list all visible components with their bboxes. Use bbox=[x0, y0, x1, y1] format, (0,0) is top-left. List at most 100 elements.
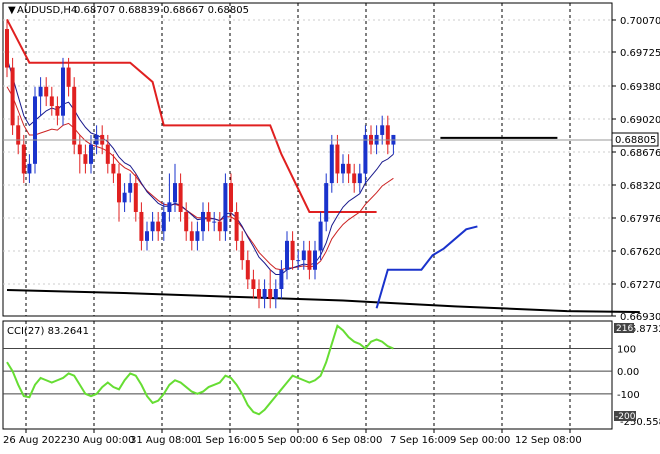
candle-body bbox=[173, 183, 177, 203]
candle-body bbox=[178, 183, 183, 212]
cci-bottom-edge-label: -200 bbox=[615, 412, 636, 422]
candle-body bbox=[285, 240, 289, 270]
candle-body bbox=[139, 211, 144, 241]
candle-body bbox=[313, 250, 317, 270]
candle-body bbox=[290, 240, 295, 261]
price-tick-label: 0.67620 bbox=[620, 247, 660, 258]
candle-body bbox=[318, 221, 323, 251]
candle-body bbox=[229, 183, 233, 212]
candle-body bbox=[21, 144, 26, 174]
candle-body bbox=[363, 134, 368, 174]
cci-label: CCI(27) 83.2641 bbox=[7, 326, 89, 337]
candle-body bbox=[133, 183, 138, 212]
time-tick-label: 31 Aug 08:00 bbox=[130, 435, 197, 446]
axes: 0.70070 0.69725 0.69380 0.69020 0.68676 0.683… bbox=[3, 16, 660, 446]
cci-path bbox=[6, 324, 394, 416]
cci-top-edge-label: 216 bbox=[616, 324, 633, 334]
price-tick-label: 0.68320 bbox=[620, 181, 660, 192]
candle-body bbox=[44, 86, 49, 97]
candle-body bbox=[329, 144, 334, 184]
candle-body bbox=[268, 289, 273, 299]
cci-bottom-value: -250.5589 bbox=[620, 417, 660, 428]
candle-body bbox=[357, 173, 362, 184]
time-tick-label: 26 Aug 2022 bbox=[3, 435, 67, 446]
time-tick-label: 1 Sep 16:00 bbox=[196, 435, 256, 446]
candle-body bbox=[38, 86, 43, 97]
long-ma-line bbox=[6, 288, 640, 314]
slow-ma-path bbox=[6, 86, 394, 271]
lower-stop-line bbox=[375, 225, 478, 309]
candle-body bbox=[72, 86, 77, 145]
candle-body bbox=[66, 67, 71, 87]
candle-body bbox=[201, 211, 205, 232]
candle-body bbox=[341, 163, 345, 174]
candle-body bbox=[111, 163, 116, 174]
price-tick-label: 0.70070 bbox=[620, 16, 660, 27]
candle-body bbox=[234, 211, 239, 241]
cci-level-label: 100 bbox=[617, 345, 636, 356]
candle-body bbox=[335, 144, 340, 174]
candle-body bbox=[195, 231, 200, 241]
current-price-tag bbox=[611, 132, 659, 147]
candle-body bbox=[324, 183, 329, 222]
price-tick-label: 0.69020 bbox=[620, 115, 660, 126]
cci-top-value: 216.8732 bbox=[617, 324, 660, 335]
candle-body bbox=[262, 289, 267, 299]
candle-body bbox=[301, 250, 306, 261]
candle-body bbox=[10, 67, 15, 126]
cci-level-label: -100 bbox=[617, 390, 640, 401]
candle-body bbox=[105, 144, 110, 164]
fast-ma-path bbox=[6, 57, 394, 276]
price-tick-label: 0.69380 bbox=[620, 82, 660, 93]
price-tick-label: 0.67270 bbox=[620, 280, 660, 291]
candle-body bbox=[117, 173, 121, 203]
candles bbox=[5, 19, 396, 309]
candle-body bbox=[83, 154, 88, 164]
ohlc-readout: 0.68707 0.68839 0.68667 0.68805 bbox=[74, 5, 249, 16]
price-tick-label: 0.67976 bbox=[620, 214, 660, 225]
candle-body bbox=[251, 279, 256, 290]
price-tick-label: 0.69725 bbox=[620, 48, 660, 59]
candle-body bbox=[223, 183, 228, 232]
candle-body bbox=[212, 221, 217, 223]
time-tick-label: 9 Sep 00:00 bbox=[450, 435, 510, 446]
price-pane-border bbox=[2, 2, 613, 317]
candle-body bbox=[346, 163, 351, 174]
candle-body bbox=[77, 144, 82, 155]
candle-body bbox=[352, 173, 357, 184]
candle-body bbox=[385, 125, 390, 145]
candle-body bbox=[279, 269, 284, 290]
candle-body bbox=[161, 211, 166, 232]
candle-body bbox=[145, 231, 149, 241]
candle-body bbox=[184, 211, 189, 232]
current-price-label: 0.68805 bbox=[615, 135, 656, 146]
candle-body bbox=[156, 221, 161, 232]
header-arrow-icon: ▼ bbox=[8, 5, 16, 16]
time-tick-label: 7 Sep 16:00 bbox=[390, 435, 450, 446]
candle-body bbox=[27, 163, 32, 174]
symbol-label: AUDUSD,H4 bbox=[17, 5, 77, 16]
candle-body bbox=[128, 183, 133, 193]
cci-level-label: 0.00 bbox=[617, 367, 639, 378]
time-tick-label: 6 Sep 08:00 bbox=[322, 435, 382, 446]
cci-bottom-edge-tag bbox=[614, 411, 636, 421]
candle-body bbox=[150, 221, 155, 232]
candle-body bbox=[189, 231, 194, 241]
cci-indicator: 100 0.00 -100 bbox=[3, 324, 640, 416]
candle-body bbox=[273, 289, 278, 299]
candle-body bbox=[122, 192, 127, 203]
price-tick-label: 0.66930 bbox=[620, 312, 660, 323]
time-tick-label: 30 Aug 00:00 bbox=[67, 435, 134, 446]
candle-body bbox=[217, 221, 222, 232]
candle-body bbox=[33, 96, 37, 164]
candle-body bbox=[16, 125, 21, 145]
candle-body bbox=[89, 144, 93, 164]
cci-top-edge-tag bbox=[614, 323, 634, 333]
candle-body bbox=[49, 96, 54, 107]
candle-body bbox=[296, 260, 301, 262]
moving-average-lines bbox=[6, 57, 394, 276]
candle-body bbox=[380, 125, 385, 135]
candle-body bbox=[240, 240, 245, 261]
